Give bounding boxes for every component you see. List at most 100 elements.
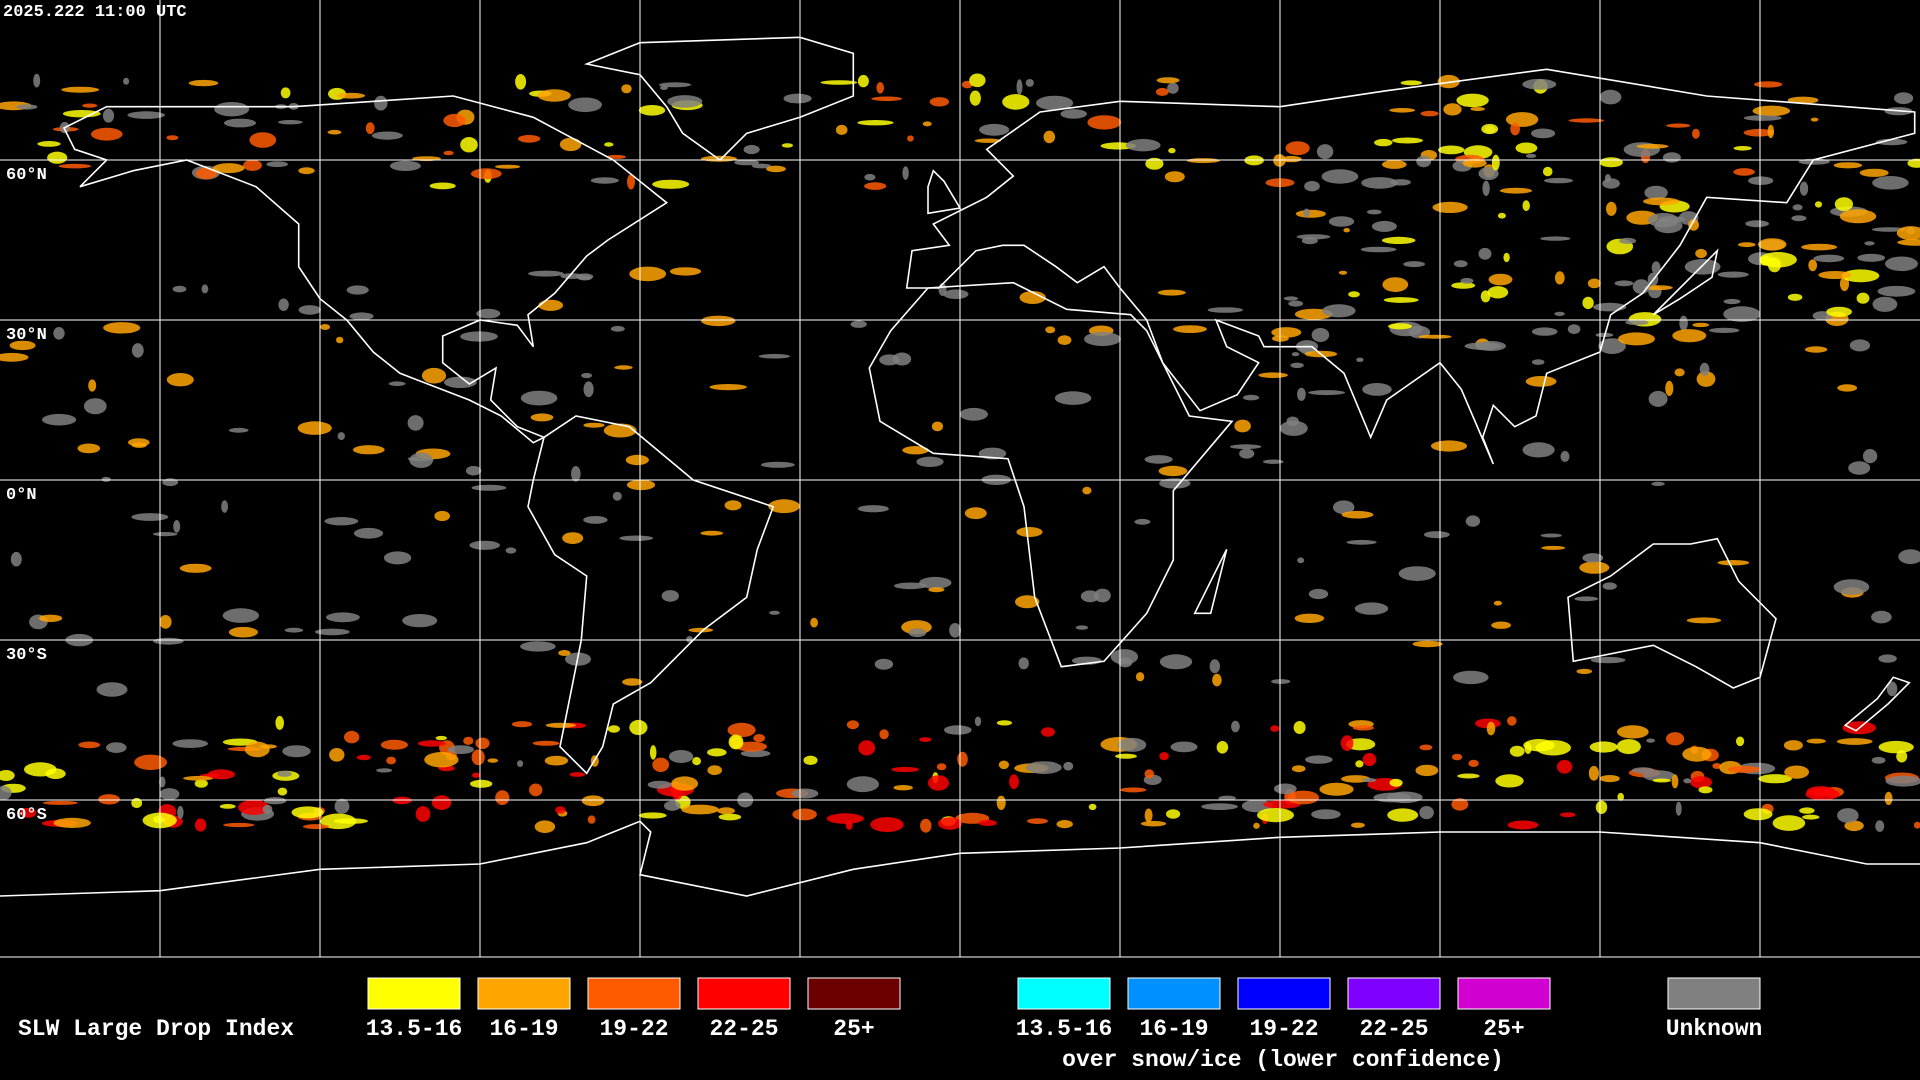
cloud-patch: [1271, 327, 1302, 338]
cloud-patch: [222, 608, 260, 623]
cloud-patch: [435, 735, 447, 741]
cloud-patch: [1465, 515, 1481, 527]
cloud-patch: [845, 820, 853, 830]
cloud-patch: [1767, 124, 1775, 139]
cloud-patch: [1117, 737, 1147, 752]
cloud-patch: [583, 422, 605, 428]
cloud-patch: [1118, 657, 1133, 668]
cloud-patch: [928, 587, 945, 593]
cloud-patch: [1084, 331, 1121, 347]
cloud-patch: [1784, 765, 1809, 779]
cloud-patch: [291, 806, 324, 819]
cloud-patch: [336, 92, 366, 99]
cloud-patch: [891, 766, 919, 773]
cloud-patch: [792, 808, 817, 821]
cloud-patch: [106, 742, 127, 753]
cloud-patch: [1348, 291, 1360, 298]
cloud-patch: [1416, 155, 1432, 168]
cloud-patch: [134, 754, 168, 770]
cloud-patch: [709, 384, 747, 391]
cloud-patch: [1717, 560, 1750, 566]
cloud-patch: [701, 315, 736, 327]
cloud-patch: [39, 614, 63, 622]
cloud-patch: [1541, 545, 1566, 550]
cloud-patch: [421, 367, 447, 384]
cloud-patch: [1646, 738, 1656, 743]
cloud-patch: [974, 716, 982, 727]
cloud-patch: [356, 754, 371, 761]
cloud-patch: [1531, 327, 1558, 336]
cloud-patch: [344, 730, 360, 744]
cloud-patch: [1056, 820, 1073, 829]
cloud-patch: [1286, 416, 1299, 427]
latitude-label: 60°S: [6, 806, 47, 825]
cloud-patch: [159, 776, 166, 788]
cloud-patch: [1362, 752, 1377, 767]
cloud-patch: [1515, 142, 1538, 154]
cloud-patch: [1535, 740, 1572, 756]
cloud-patch: [734, 159, 760, 166]
cloud-patch: [532, 740, 560, 746]
cloud-patch: [857, 505, 889, 513]
cloud-patch: [1542, 166, 1553, 177]
cloud-patch: [152, 532, 178, 537]
cloud-patch: [1291, 765, 1306, 773]
cloud-patch: [1387, 808, 1419, 822]
cloud-patch: [1560, 812, 1576, 818]
cloud-patch: [460, 137, 478, 153]
cloud-patch: [810, 617, 818, 628]
cloud-patch: [1420, 110, 1439, 117]
cloud-patch: [511, 721, 533, 728]
latitude-label: 60°N: [6, 166, 47, 185]
cloud-patch: [1647, 213, 1679, 228]
cloud-patch: [604, 142, 614, 147]
cloud-patch: [1354, 602, 1389, 615]
cloud-patch: [1311, 328, 1330, 342]
cloud-patch: [658, 82, 692, 88]
cloud-patch: [1568, 118, 1605, 123]
legend-swatch: [1457, 977, 1551, 1010]
cloud-patch: [1054, 391, 1092, 405]
cloud-patch: [1140, 820, 1167, 827]
cloud-patch: [1684, 259, 1721, 275]
cloud-patch: [1699, 362, 1710, 376]
cloud-patch: [228, 427, 249, 433]
cloud-patch: [1826, 306, 1852, 317]
cloud-patch: [1120, 787, 1147, 793]
cloud-patch: [1291, 352, 1300, 357]
cloud-patch: [91, 127, 123, 141]
cloud-patch: [1014, 595, 1040, 609]
cloud-patch: [127, 111, 165, 119]
cloud-patch: [902, 446, 929, 455]
cloud-patch: [606, 154, 626, 159]
cloud-patch: [1478, 166, 1499, 181]
cloud-patch: [652, 757, 670, 772]
cloud-patch: [1833, 162, 1863, 169]
cloud-patch: [1844, 820, 1864, 832]
cloud-patch: [751, 163, 772, 169]
cloud-patch: [1305, 755, 1333, 764]
cloud-patch: [1036, 95, 1074, 111]
cloud-patch: [417, 740, 446, 747]
cloud-patch: [53, 817, 91, 829]
cloud-patch: [1470, 107, 1485, 111]
cloud-patch: [1604, 174, 1611, 182]
cloud-patch: [1352, 725, 1375, 731]
cloud-patch: [1806, 786, 1836, 797]
cloud-patch: [1560, 451, 1570, 462]
cloud-patch: [1294, 613, 1325, 623]
cloud-patch: [1709, 327, 1740, 333]
cloud-patch: [1554, 311, 1565, 316]
cloud-patch: [1481, 123, 1499, 135]
cloud-patch: [515, 74, 527, 90]
cloud-patch: [1595, 800, 1608, 814]
cloud-patch: [1382, 277, 1409, 292]
cloud-patch: [1733, 168, 1755, 176]
cloud-patch: [1738, 242, 1756, 248]
cloud-patch: [760, 461, 795, 468]
cloud-patch: [1839, 276, 1850, 292]
cloud-patch: [612, 491, 622, 501]
cloud-patch: [179, 563, 212, 573]
cloud-patch: [1849, 339, 1871, 352]
cloud-patch: [908, 628, 927, 638]
